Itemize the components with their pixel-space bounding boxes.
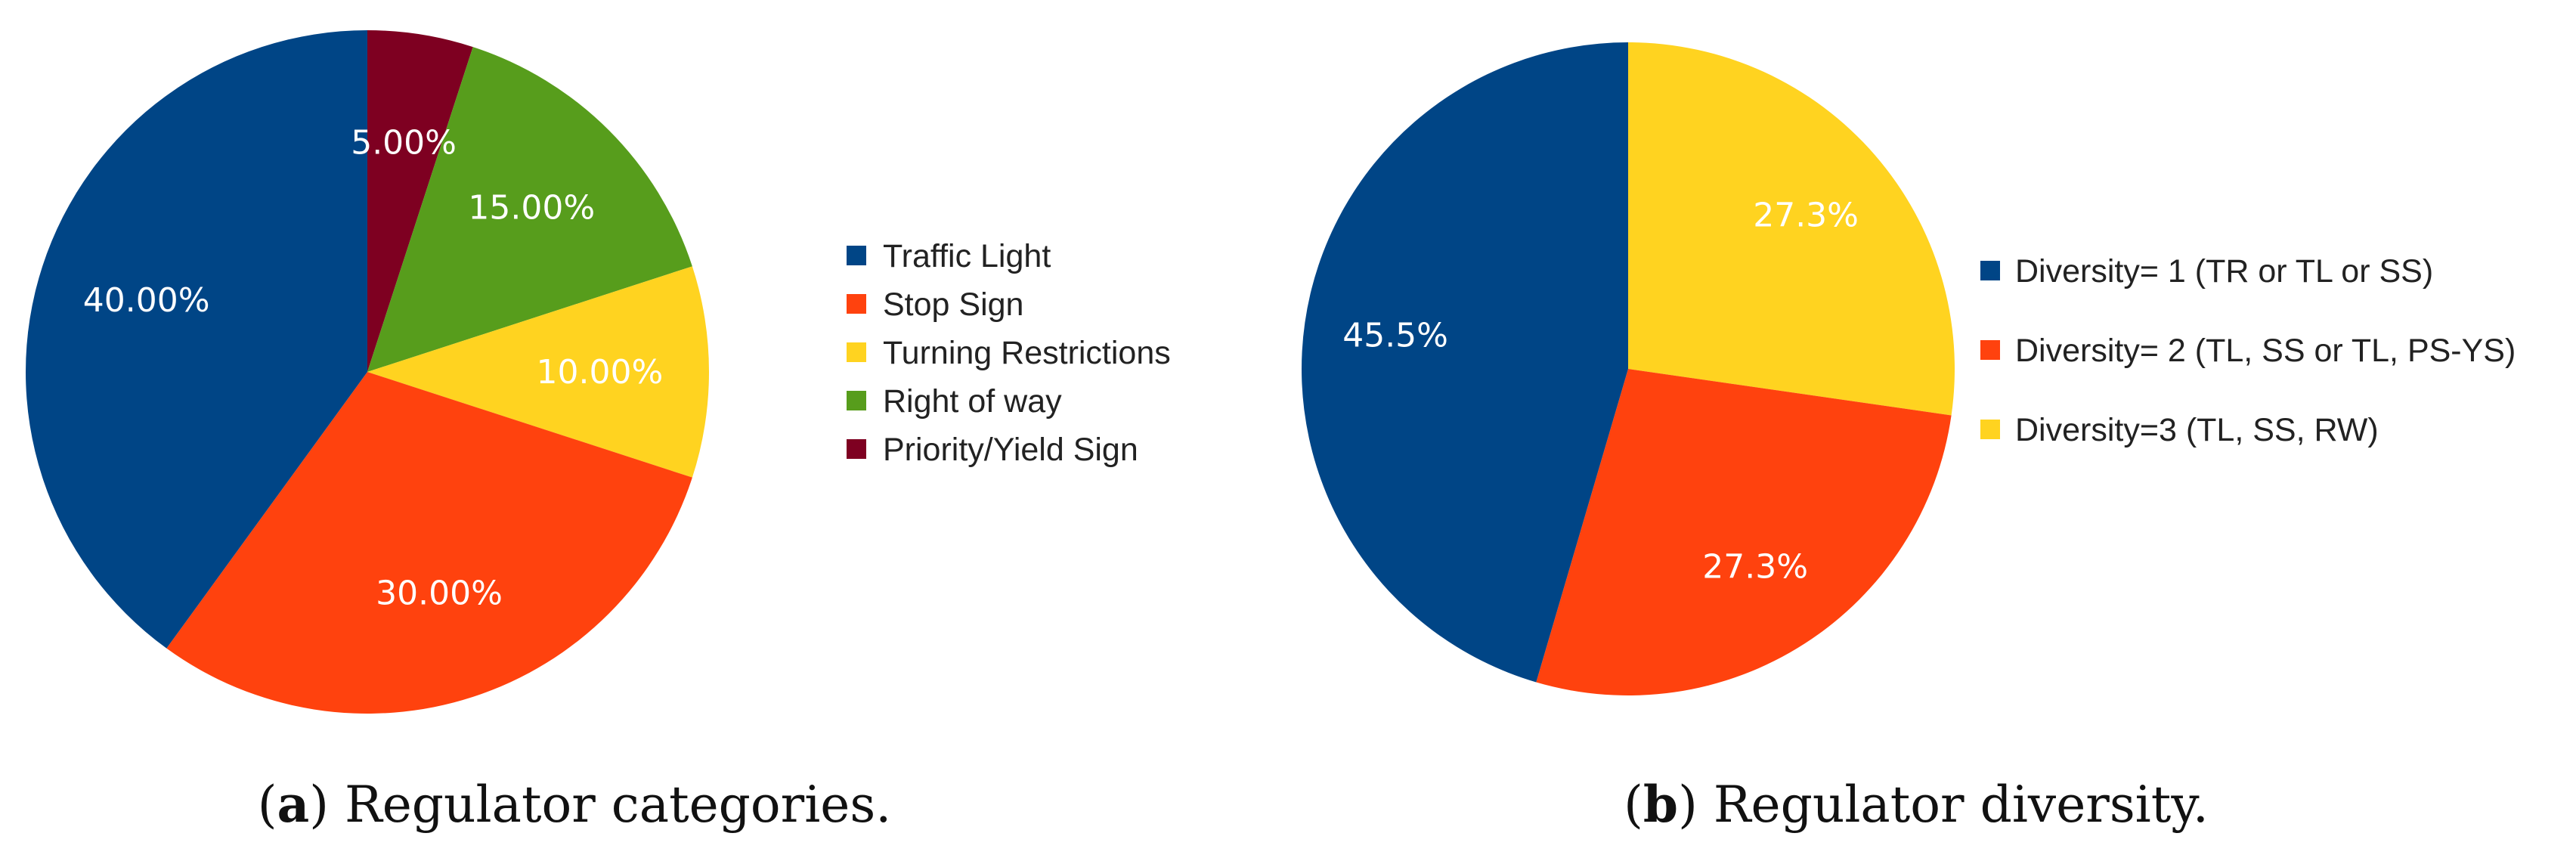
- legend-label: Priority/Yield Sign: [883, 432, 1138, 468]
- legend-swatch: [847, 294, 866, 314]
- pie-slice-diversity-1-tr-or-tl-or-ss: [1302, 42, 1628, 683]
- legend-swatch: [847, 246, 866, 265]
- caption-a-letter: a: [277, 775, 310, 834]
- pie-a-legend: Traffic Light Stop Sign Turning Restrictio…: [847, 238, 1171, 468]
- legend-label: Right of way: [883, 383, 1062, 420]
- pie-b-slice-labels: 27.3% 27.3% 45.5%: [1342, 196, 1859, 586]
- pie-slice-diversity-3-tl-ss-rw: [1628, 42, 1955, 416]
- legend-item-traffic-light: Traffic Light: [847, 238, 1051, 274]
- pie-a-slices: [25, 29, 710, 714]
- pie-slice-stop-sign: [166, 372, 692, 714]
- legend-item-turning-restrictions: Turning Restrictions: [847, 335, 1171, 371]
- pie-slice-right-of-way: [367, 47, 692, 373]
- pie-b-slices: [1302, 42, 1955, 695]
- legend-label: Traffic Light: [883, 238, 1051, 274]
- pie-slice-turning-restrictions: [367, 266, 710, 478]
- legend-item-diversity-3-tl-ss-rw: Diversity=3 (TL, SS, RW): [1980, 412, 2379, 448]
- caption-b-letter: b: [1643, 775, 1678, 834]
- legend-swatch: [1980, 420, 2000, 439]
- slice-label-priority-yield-sign: 5.00%: [351, 123, 457, 162]
- pie-chart-regulator-diversity: 27.3% 27.3% 45.5% Diversity= 1 (TR or TL o…: [1302, 42, 2516, 834]
- legend-swatch: [847, 439, 866, 459]
- caption-a: (a) Regulator categories.: [258, 775, 891, 834]
- legend-item-priority-yield-sign: Priority/Yield Sign: [847, 432, 1138, 468]
- slice-label-diversity-1-tr-or-tl-or-ss: 45.5%: [1342, 317, 1448, 355]
- legend-item-stop-sign: Stop Sign: [847, 286, 1023, 323]
- legend-label: Diversity= 1 (TR or TL or SS): [2015, 253, 2433, 290]
- legend-label: Stop Sign: [883, 286, 1023, 323]
- legend-label: Turning Restrictions: [883, 335, 1171, 371]
- legend-item-right-of-way: Right of way: [847, 383, 1062, 420]
- slice-label-diversity-3-tl-ss-rw: 27.3%: [1753, 196, 1859, 234]
- caption-a-text: Regulator categories.: [345, 776, 891, 834]
- slice-label-turning-restrictions: 10.00%: [537, 353, 664, 392]
- slice-label-stop-sign: 30.00%: [376, 574, 503, 612]
- legend-item-diversity-2-tl-ss-or-tl-ps-ys: Diversity= 2 (TL, SS or TL, PS-YS): [1980, 333, 2516, 369]
- legend-swatch: [847, 391, 866, 410]
- legend-swatch: [1980, 340, 2000, 360]
- legend-label: Diversity= 2 (TL, SS or TL, PS-YS): [2015, 333, 2516, 369]
- pie-a-slice-labels: 5.00% 15.00% 10.00% 30.00% 40.00%: [83, 123, 663, 612]
- pie-slice-diversity-2-tl-ss-or-tl-ps-ys: [1536, 369, 1952, 695]
- caption-b-text: Regulator diversity.: [1714, 776, 2209, 834]
- legend-swatch: [847, 342, 866, 362]
- slice-label-traffic-light: 40.00%: [83, 281, 210, 320]
- pie-slice-priority-yield-sign: [367, 30, 473, 372]
- legend-label: Diversity=3 (TL, SS, RW): [2015, 412, 2379, 448]
- legend-item-diversity-1-tr-or-tl-or-ss: Diversity= 1 (TR or TL or SS): [1980, 253, 2433, 290]
- slice-label-right-of-way: 15.00%: [468, 189, 595, 228]
- slice-label-diversity-2-tl-ss-or-tl-ps-ys: 27.3%: [1702, 548, 1808, 587]
- caption-b: (b) Regulator diversity.: [1624, 775, 2209, 834]
- pie-chart-regulator-categories: 5.00% 15.00% 10.00% 30.00% 40.00% Traffic Li…: [25, 29, 1171, 834]
- pie-slice-traffic-light: [25, 29, 367, 649]
- pie-b-legend: Diversity= 1 (TR or TL or SS) Diversity= …: [1980, 253, 2516, 448]
- legend-swatch: [1980, 261, 2000, 280]
